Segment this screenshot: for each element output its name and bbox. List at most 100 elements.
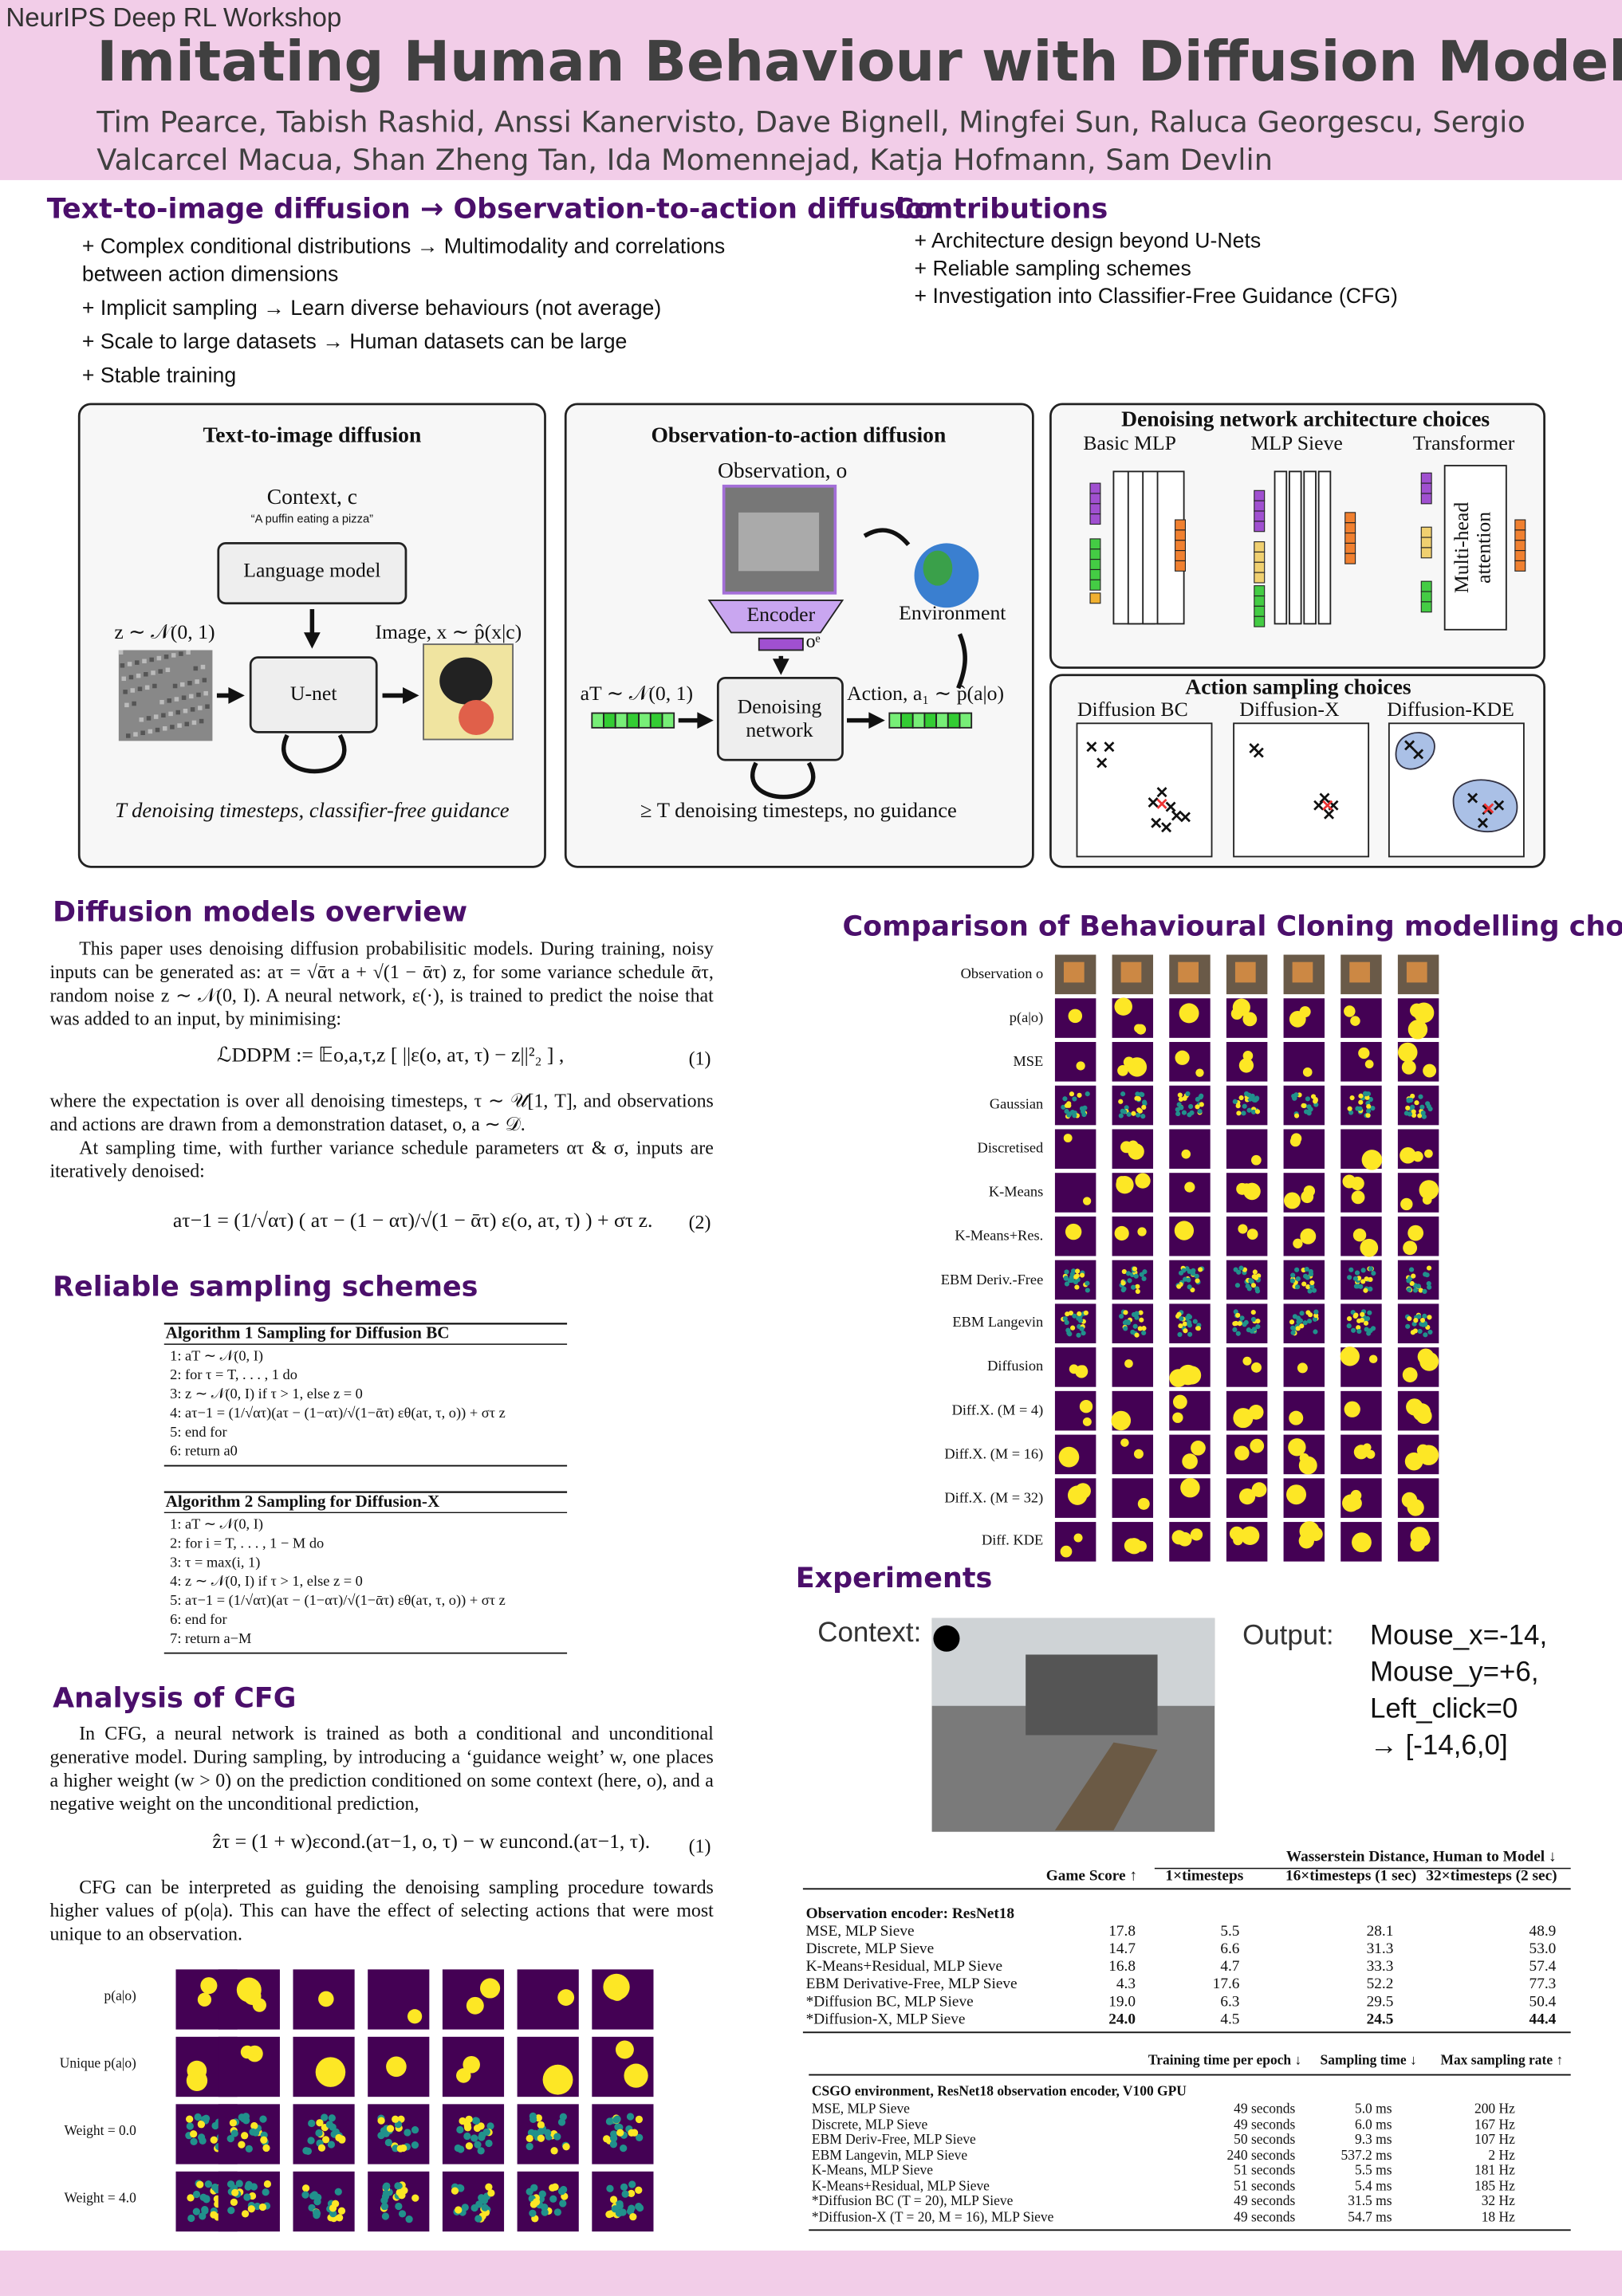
density-blob [1366, 1449, 1376, 1459]
density-blob [1352, 1276, 1358, 1281]
label: Diffusion-KDE [1387, 699, 1514, 722]
label: Context, c [266, 486, 358, 510]
noise-pixel [205, 704, 210, 709]
density-blob [377, 2117, 385, 2125]
density-blob [1359, 1317, 1365, 1323]
density-blob [187, 2060, 207, 2081]
density-blob [487, 2189, 495, 2197]
sample-cross [1086, 741, 1097, 753]
sample-cross [1313, 800, 1325, 811]
density-blob [1418, 1445, 1439, 1465]
density-blob [1299, 1311, 1305, 1316]
density-blob [557, 1989, 575, 2006]
density-blob [243, 2193, 251, 2201]
density-blob [194, 2113, 202, 2121]
density-blob [1350, 1016, 1360, 1026]
density-blob [1141, 1104, 1147, 1111]
noise-pixel [168, 711, 173, 717]
density-blob [190, 2137, 198, 2145]
density-blob [1124, 1359, 1133, 1368]
sample-image [1054, 1173, 1096, 1213]
density-blob [1066, 1330, 1072, 1336]
label: Observation, o [718, 459, 848, 484]
density-blob [1177, 1092, 1183, 1098]
sample-image [1112, 1478, 1154, 1518]
density-blob [529, 2209, 537, 2217]
density-blob [454, 2144, 462, 2152]
density-blob [1407, 1316, 1412, 1322]
density-blob [328, 2114, 336, 2122]
density-blob [629, 2213, 637, 2221]
table-cell: 240 seconds [1226, 2149, 1296, 2164]
density-blob [1299, 1453, 1309, 1463]
density-blob [1176, 1311, 1182, 1317]
density-blob [1232, 1321, 1238, 1327]
density-blob [1082, 1417, 1092, 1426]
noise-pixel [184, 721, 190, 727]
density-blob [1363, 1320, 1369, 1326]
sample-box [1076, 722, 1213, 858]
table-cell: 77.3 [1529, 1976, 1557, 1993]
density-blob [229, 2119, 238, 2127]
density-blob [1232, 998, 1250, 1016]
density-blob [456, 2068, 471, 2083]
label: Image, x ∼ p̂(x|c) [375, 622, 522, 645]
table-cell: 51 seconds [1234, 2179, 1296, 2195]
algorithm-line: 6: end for [170, 1612, 227, 1629]
density-blob [1351, 1190, 1365, 1205]
density-blob [1300, 1228, 1317, 1244]
density-blob [1064, 1103, 1070, 1108]
vec-cell [1254, 585, 1266, 597]
density-blob [485, 2139, 493, 2148]
row-label: Diffusion [987, 1358, 1044, 1376]
density-blob [1233, 1408, 1254, 1429]
sample-image [1169, 1173, 1211, 1213]
sample-cross [1467, 792, 1478, 804]
table-cell: 4.3 [1116, 1976, 1136, 1993]
density-blob [381, 2212, 390, 2220]
density-blob [1175, 1107, 1180, 1112]
density-blob [1175, 1111, 1181, 1117]
density-blob [1354, 1270, 1360, 1276]
density-blob [1313, 1099, 1318, 1104]
arrow-head [403, 687, 419, 704]
density-blob [1246, 1107, 1252, 1113]
density-blob [628, 2204, 636, 2212]
poster-title: Imitating Human Behaviour with Diffusion… [96, 29, 1622, 94]
density-blob [392, 2115, 400, 2123]
table-section: Observation encoder: ResNet18 [805, 1906, 1015, 1923]
density-blob [312, 2208, 321, 2217]
density-blob [1352, 1229, 1367, 1242]
density-blob [1199, 1093, 1204, 1099]
algorithm-line: 6: return a0 [170, 1443, 238, 1461]
arrow [956, 633, 967, 690]
algorithm-line: 1: aT ∼ 𝒩(0, I) [170, 1516, 263, 1534]
density-blob [384, 2138, 392, 2147]
density-blob [1289, 1278, 1295, 1284]
density-blob [542, 2064, 573, 2095]
density-blob [411, 2141, 419, 2149]
vec-cell [1514, 560, 1526, 572]
density-blob [1136, 1024, 1147, 1035]
table-cell: 14.7 [1108, 1941, 1136, 1958]
density-blob [1195, 1278, 1200, 1284]
density-blob [386, 2125, 395, 2133]
density-blob [1192, 1319, 1198, 1324]
building [1026, 1654, 1158, 1736]
density-blob [543, 2129, 552, 2137]
sample-image [1112, 1303, 1154, 1343]
density-blob [1246, 1229, 1258, 1240]
table-cell: 5.5 ms [1354, 2164, 1392, 2180]
density-blob [1422, 1288, 1427, 1294]
density-blob [1245, 1284, 1250, 1289]
density-blob [1067, 1485, 1088, 1505]
label: oᵉ [805, 629, 821, 652]
table-cell: 29.5 [1366, 1994, 1394, 2011]
section-title: Contributions [893, 193, 1108, 226]
density-blob [1137, 1497, 1150, 1510]
density-blob [1365, 1108, 1372, 1114]
row-label: p(a|o) [1009, 1009, 1044, 1027]
density-blob [1304, 1266, 1309, 1272]
density-blob [1417, 1348, 1435, 1366]
layer [1274, 470, 1288, 625]
